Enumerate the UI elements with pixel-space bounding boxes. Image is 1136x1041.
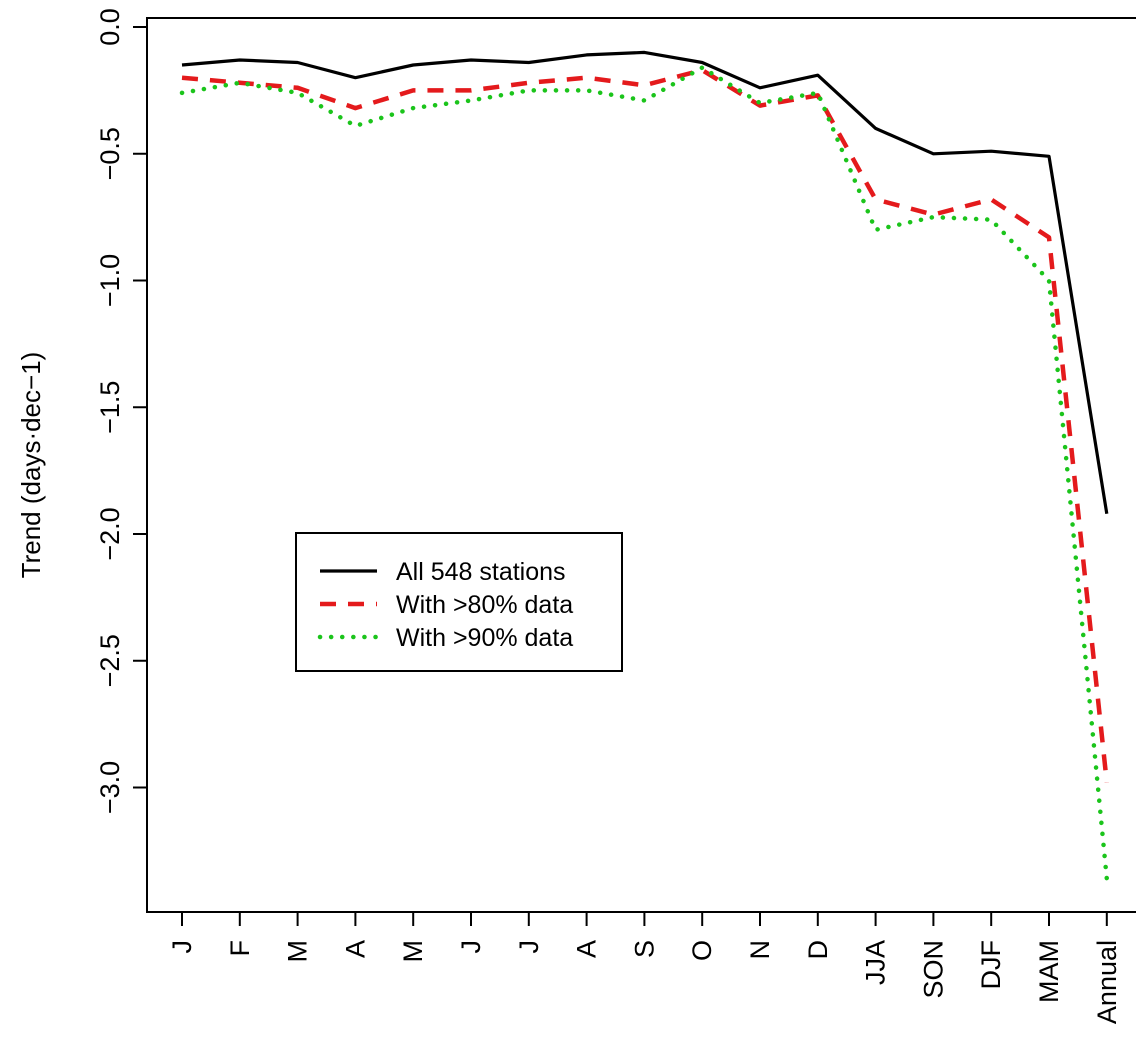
y-tick-label: −2.0 (95, 507, 125, 560)
x-tick-label: MAM (1034, 940, 1064, 1003)
y-axis: 0.0 −0.5 −1.0 −1.5 −2.0 −2.5 −3.0 (95, 8, 147, 814)
legend-label: With >80% data (396, 591, 573, 619)
x-tick-label: J (167, 940, 197, 954)
x-tick-label: M (283, 940, 313, 963)
legend-label: All 548 stations (396, 558, 566, 586)
y-tick-label: −1.5 (95, 381, 125, 434)
x-tick-label: M (398, 940, 428, 963)
x-tick-label: Annual (1092, 940, 1122, 1024)
x-tick-label: JJA (861, 940, 891, 985)
x-tick-label: J (456, 940, 486, 954)
legend: All 548 stations With >80% data With >90% … (295, 532, 623, 672)
x-tick-label: A (572, 940, 602, 958)
y-tick-label: 0.0 (95, 8, 125, 46)
x-tick-label: J (514, 940, 544, 954)
series-line-1 (181, 67, 1110, 783)
x-tick-label: D (803, 940, 833, 960)
y-tick-label: −0.5 (95, 127, 125, 180)
x-tick-label: SON (918, 940, 948, 999)
y-axis-label: Trend (days·dec−1) (16, 352, 46, 579)
x-tick-label: F (225, 940, 255, 957)
y-tick-label: −3.0 (95, 761, 125, 814)
x-tick-label: N (745, 940, 775, 960)
series-line-2 (179, 65, 1110, 882)
plot-frame (146, 17, 1136, 913)
x-tick-label: DJF (976, 940, 1006, 990)
y-tick-label: −2.5 (95, 634, 125, 687)
y-tick-label: −1.0 (95, 254, 125, 307)
series-layer (179, 50, 1110, 882)
legend-label: With >90% data (396, 624, 573, 652)
series-line-0 (181, 50, 1109, 514)
x-axis: J F M A M J J A S O N D JJA SON DJF MAM Annual (167, 912, 1122, 1024)
x-tick-label: O (687, 940, 717, 961)
x-tick-label: S (629, 940, 659, 958)
x-tick-label: A (340, 940, 370, 958)
